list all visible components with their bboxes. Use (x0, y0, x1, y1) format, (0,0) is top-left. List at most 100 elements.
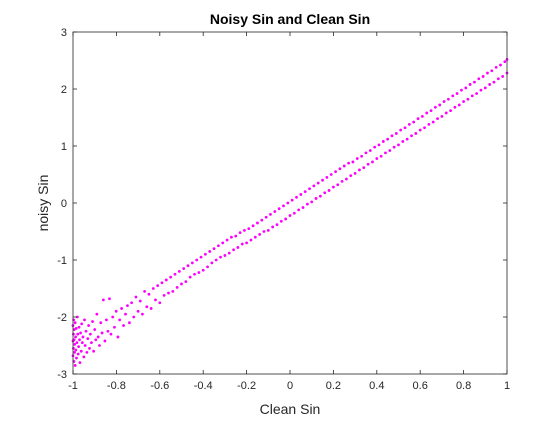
scatter-point (154, 298, 157, 302)
scatter-point (308, 187, 311, 191)
x-axis-label: Clean Sin (260, 401, 321, 417)
scatter-point (175, 285, 179, 289)
scatter-point (418, 128, 422, 132)
scatter-point (397, 143, 400, 147)
scatter-point (451, 94, 455, 98)
scatter-point (425, 111, 429, 115)
scatter-point (249, 238, 253, 242)
scatter-point (468, 83, 472, 86)
scatter-point (227, 251, 231, 255)
x-tick-label: -0.6 (150, 380, 169, 392)
scatter-point (173, 272, 177, 276)
scatter-point (197, 271, 201, 274)
scatter-point (436, 117, 439, 121)
scatter-point (151, 287, 155, 290)
scatter-point (75, 315, 79, 319)
scatter-point (299, 193, 303, 196)
scatter-point (407, 122, 411, 126)
scatter-point (114, 309, 118, 313)
scatter-point (72, 346, 75, 350)
scatter-point (73, 364, 77, 367)
scatter-point (284, 217, 288, 221)
x-axis-ticks: -1 -0.8 -0.6 -0.4 -0.2 0 0.2 0.4 0.6 0.8 1 (68, 32, 510, 392)
scatter-point (145, 305, 149, 309)
scatter-point (184, 280, 188, 284)
scatter-point (122, 324, 125, 327)
scatter-point (195, 258, 199, 262)
scatter-point (496, 77, 500, 81)
scatter-point (340, 179, 344, 183)
scatter-point (323, 191, 327, 195)
y-tick-label: 1 (61, 141, 67, 153)
scatter-point (190, 261, 194, 265)
scatter-point (312, 184, 316, 188)
scatter-point (351, 160, 355, 164)
scatter-point (210, 261, 214, 265)
scatter-point (355, 157, 359, 160)
scatter-point (240, 242, 244, 246)
scatter-point (208, 250, 212, 253)
scatter-point (96, 335, 100, 339)
scatter-point (345, 177, 348, 181)
scatter-point (91, 320, 94, 323)
scatter-point (325, 175, 329, 179)
scatter-point (401, 140, 405, 143)
scatter-point (116, 335, 120, 339)
scatter-point (73, 321, 77, 325)
scatter-point (77, 325, 81, 329)
scatter-point (177, 270, 181, 273)
scatter-point (392, 145, 396, 149)
scatter-point (483, 86, 487, 90)
scatter-point (256, 221, 259, 225)
scatter-point (143, 289, 147, 293)
scatter-point (73, 350, 76, 354)
scatter-point (93, 328, 97, 331)
scatter-point (234, 234, 238, 238)
scatter-point (92, 349, 96, 353)
scatter-point (111, 315, 115, 319)
scatter-point (99, 321, 103, 325)
y-tick-label: -1 (57, 255, 67, 267)
y-tick-label: 0 (61, 198, 67, 210)
x-tick-label: 0.6 (413, 380, 428, 392)
scatter-point (201, 268, 205, 272)
scatter-point (73, 342, 77, 346)
scatter-point (316, 181, 320, 185)
scatter-point (321, 178, 324, 182)
scatter-point (216, 244, 220, 248)
scatter-point (332, 185, 335, 189)
scatter-point (85, 350, 89, 354)
scatter-point (214, 258, 218, 262)
scatter-point (303, 190, 307, 194)
scatter-point (399, 128, 403, 132)
x-tick-label: -1 (68, 380, 78, 392)
scatter-point (193, 272, 196, 276)
scatter-point (492, 80, 496, 84)
scatter-point (462, 100, 465, 103)
scatter-point (74, 335, 78, 339)
scatter-point (199, 255, 203, 259)
scatter-point (473, 80, 476, 84)
scatter-point (442, 100, 446, 103)
scatter-point (141, 312, 144, 316)
scatter-point (384, 151, 387, 155)
scatter-point (490, 69, 494, 73)
scatter-point (72, 332, 75, 336)
scatter-point (447, 97, 450, 101)
scatter-point (329, 173, 333, 176)
scatter-point (318, 194, 322, 198)
scatter-point (134, 295, 138, 299)
scatter-point (82, 355, 86, 359)
scatter-point (219, 255, 222, 259)
scatter-point (95, 312, 99, 316)
scatter-point (310, 200, 314, 204)
scatter-point (379, 154, 383, 158)
scatter-point (368, 149, 372, 152)
scatter-point (84, 329, 88, 333)
scatter-point (156, 284, 160, 288)
scatter-point (113, 325, 116, 329)
scatter-point (223, 254, 227, 257)
scatter-point (440, 114, 444, 118)
scatter-point (499, 63, 502, 67)
scatter-point (297, 208, 301, 212)
